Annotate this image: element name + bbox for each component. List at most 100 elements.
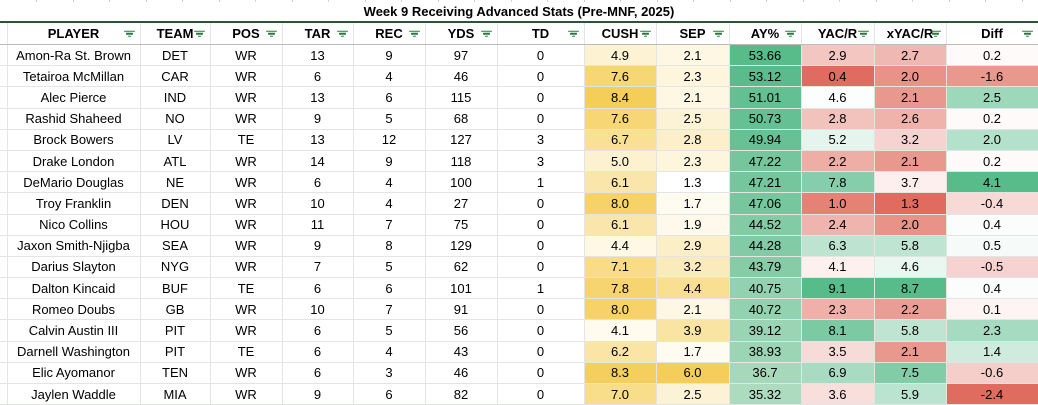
cell-yac_r[interactable]: 2.3	[801, 298, 875, 321]
cell-tar[interactable]: 9	[282, 383, 354, 405]
cell-pos[interactable]: WR	[210, 192, 283, 215]
cell-yac_r[interactable]: 6.3	[801, 235, 875, 257]
cell-sep[interactable]: 1.7	[656, 341, 730, 363]
cell-rec[interactable]: 8	[353, 235, 426, 257]
cell-ay_pct[interactable]: 51.01	[729, 86, 802, 109]
cell-pos[interactable]: TE	[210, 129, 283, 151]
cell-ay_pct[interactable]: 35.32	[729, 383, 802, 405]
cell-pos[interactable]: WR	[210, 383, 283, 405]
cell-pos[interactable]: WR	[210, 150, 283, 173]
cell-xyac_r[interactable]: 5.8	[874, 235, 947, 257]
cell-cush[interactable]: 5.0	[584, 150, 657, 173]
cell-yds[interactable]: 100	[425, 171, 498, 194]
cell-player[interactable]: Darius Slayton	[7, 256, 141, 279]
filter-icon[interactable]	[857, 30, 869, 37]
cell-xyac_r[interactable]: 4.6	[874, 256, 947, 279]
cell-rec[interactable]: 6	[353, 277, 426, 300]
cell-team[interactable]: DEN	[140, 192, 211, 215]
cell-td[interactable]: 0	[497, 108, 585, 130]
cell-td[interactable]: 0	[497, 383, 585, 405]
cell-diff[interactable]: -0.6	[946, 362, 1038, 385]
cell-td[interactable]: 0	[497, 298, 585, 321]
cell-yds[interactable]: 43	[425, 341, 498, 363]
cell-rec[interactable]: 7	[353, 214, 426, 236]
cell-team[interactable]: DET	[140, 44, 211, 67]
cell-td[interactable]: 0	[497, 65, 585, 88]
cell-diff[interactable]: -0.5	[946, 256, 1038, 279]
cell-pos[interactable]: WR	[210, 108, 283, 130]
cell-sep[interactable]: 2.5	[656, 383, 730, 405]
cell-tar[interactable]: 6	[282, 319, 354, 342]
cell-cush[interactable]: 6.2	[584, 341, 657, 363]
cell-sep[interactable]: 2.3	[656, 65, 730, 88]
column-header-tar[interactable]: TAR	[282, 23, 354, 45]
cell-rec[interactable]: 7	[353, 298, 426, 321]
cell-tar[interactable]: 13	[282, 44, 354, 67]
cell-player[interactable]: Drake London	[7, 150, 141, 173]
cell-sep[interactable]: 6.0	[656, 362, 730, 385]
cell-player[interactable]: Troy Franklin	[7, 192, 141, 215]
cell-tar[interactable]: 10	[282, 298, 354, 321]
cell-team[interactable]: PIT	[140, 341, 211, 363]
cell-tar[interactable]: 6	[282, 341, 354, 363]
cell-rec[interactable]: 4	[353, 341, 426, 363]
cell-td[interactable]: 3	[497, 150, 585, 173]
cell-yac_r[interactable]: 2.4	[801, 214, 875, 236]
cell-team[interactable]: ATL	[140, 150, 211, 173]
cell-team[interactable]: BUF	[140, 277, 211, 300]
cell-ay_pct[interactable]: 53.66	[729, 44, 802, 67]
cell-td[interactable]: 0	[497, 214, 585, 236]
cell-team[interactable]: CAR	[140, 65, 211, 88]
cell-yds[interactable]: 62	[425, 256, 498, 279]
cell-team[interactable]: SEA	[140, 235, 211, 257]
cell-player[interactable]: Tetairoa McMillan	[7, 65, 141, 88]
cell-diff[interactable]: 2.0	[946, 129, 1038, 151]
cell-cush[interactable]: 4.4	[584, 235, 657, 257]
filter-icon[interactable]	[784, 30, 796, 37]
cell-diff[interactable]: 0.4	[946, 277, 1038, 300]
cell-pos[interactable]: WR	[210, 171, 283, 194]
cell-td[interactable]: 0	[497, 44, 585, 67]
cell-diff[interactable]: -0.4	[946, 192, 1038, 215]
cell-diff[interactable]: 4.1	[946, 171, 1038, 194]
cell-ay_pct[interactable]: 53.12	[729, 65, 802, 88]
cell-pos[interactable]: WR	[210, 319, 283, 342]
cell-team[interactable]: NYG	[140, 256, 211, 279]
cell-rec[interactable]: 4	[353, 192, 426, 215]
cell-player[interactable]: Brock Bowers	[7, 129, 141, 151]
cell-yds[interactable]: 118	[425, 150, 498, 173]
cell-yds[interactable]: 91	[425, 298, 498, 321]
cell-sep[interactable]: 1.3	[656, 171, 730, 194]
cell-yac_r[interactable]: 0.4	[801, 65, 875, 88]
cell-yds[interactable]: 82	[425, 383, 498, 405]
cell-sep[interactable]: 2.8	[656, 129, 730, 151]
cell-xyac_r[interactable]: 3.7	[874, 171, 947, 194]
cell-cush[interactable]: 8.4	[584, 86, 657, 109]
cell-pos[interactable]: WR	[210, 214, 283, 236]
cell-xyac_r[interactable]: 7.5	[874, 362, 947, 385]
cell-diff[interactable]: 2.5	[946, 86, 1038, 109]
cell-tar[interactable]: 13	[282, 86, 354, 109]
cell-sep[interactable]: 2.1	[656, 298, 730, 321]
cell-rec[interactable]: 6	[353, 383, 426, 405]
filter-icon[interactable]	[336, 30, 348, 37]
cell-tar[interactable]: 14	[282, 150, 354, 173]
cell-player[interactable]: Elic Ayomanor	[7, 362, 141, 385]
column-header-xyac_r[interactable]: xYAC/R	[874, 23, 947, 45]
column-header-ay_pct[interactable]: AY%	[729, 23, 802, 45]
cell-pos[interactable]: WR	[210, 86, 283, 109]
cell-diff[interactable]: 0.4	[946, 214, 1038, 236]
cell-cush[interactable]: 8.3	[584, 362, 657, 385]
cell-xyac_r[interactable]: 2.6	[874, 108, 947, 130]
cell-pos[interactable]: WR	[210, 65, 283, 88]
cell-tar[interactable]: 10	[282, 192, 354, 215]
cell-player[interactable]: Jaxon Smith-Njigba	[7, 235, 141, 257]
cell-yds[interactable]: 129	[425, 235, 498, 257]
cell-sep[interactable]: 4.4	[656, 277, 730, 300]
cell-ay_pct[interactable]: 47.21	[729, 171, 802, 194]
cell-xyac_r[interactable]: 5.9	[874, 383, 947, 405]
cell-diff[interactable]: 0.1	[946, 298, 1038, 321]
cell-tar[interactable]: 6	[282, 277, 354, 300]
cell-yds[interactable]: 115	[425, 86, 498, 109]
filter-icon[interactable]	[123, 30, 135, 37]
